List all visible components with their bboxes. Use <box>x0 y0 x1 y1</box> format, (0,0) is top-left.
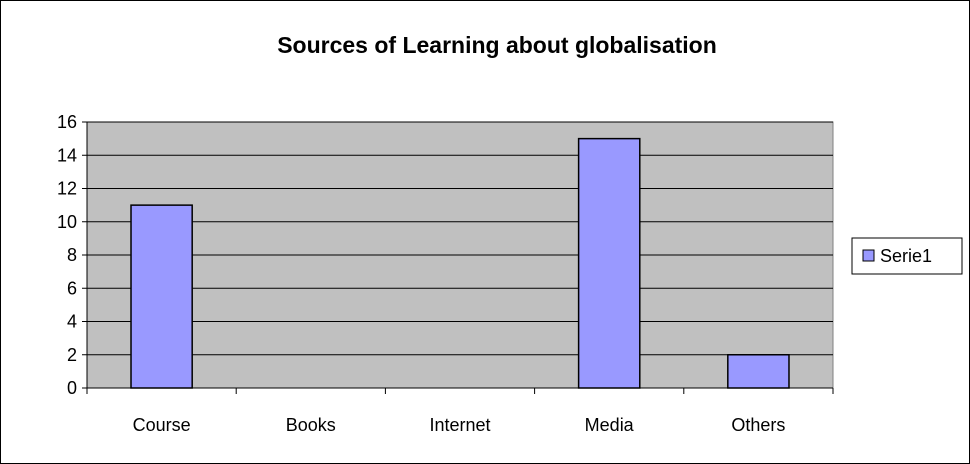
x-tick-label: Books <box>286 415 336 435</box>
legend-label: Serie1 <box>880 246 932 266</box>
y-tick-label: 14 <box>57 145 77 165</box>
x-ticks: Course Books Internet Media Others <box>86 388 834 435</box>
x-tick-label: Internet <box>429 415 490 435</box>
y-tick-label: 2 <box>67 345 77 365</box>
bar-course <box>130 204 193 389</box>
legend: Serie1 <box>851 237 963 275</box>
bar-others <box>727 354 790 389</box>
y-tick-label: 16 <box>57 112 77 132</box>
bar-media <box>577 137 641 389</box>
x-tick-label: Media <box>585 415 635 435</box>
bars <box>130 137 790 389</box>
y-tick-label: 0 <box>67 378 77 398</box>
y-tick-label: 12 <box>57 179 77 199</box>
chart-title: Sources of Learning about globalisation <box>277 32 717 58</box>
y-tick-label: 4 <box>67 312 77 332</box>
x-tick-label: Others <box>731 415 785 435</box>
y-tick-label: 8 <box>67 245 77 265</box>
y-ticks: 0 2 4 6 8 10 12 14 16 <box>57 112 87 398</box>
y-tick-label: 10 <box>57 212 77 232</box>
gridlines <box>87 121 833 356</box>
x-tick-label: Course <box>133 415 191 435</box>
y-tick-label: 6 <box>67 278 77 298</box>
legend-swatch <box>862 249 875 262</box>
